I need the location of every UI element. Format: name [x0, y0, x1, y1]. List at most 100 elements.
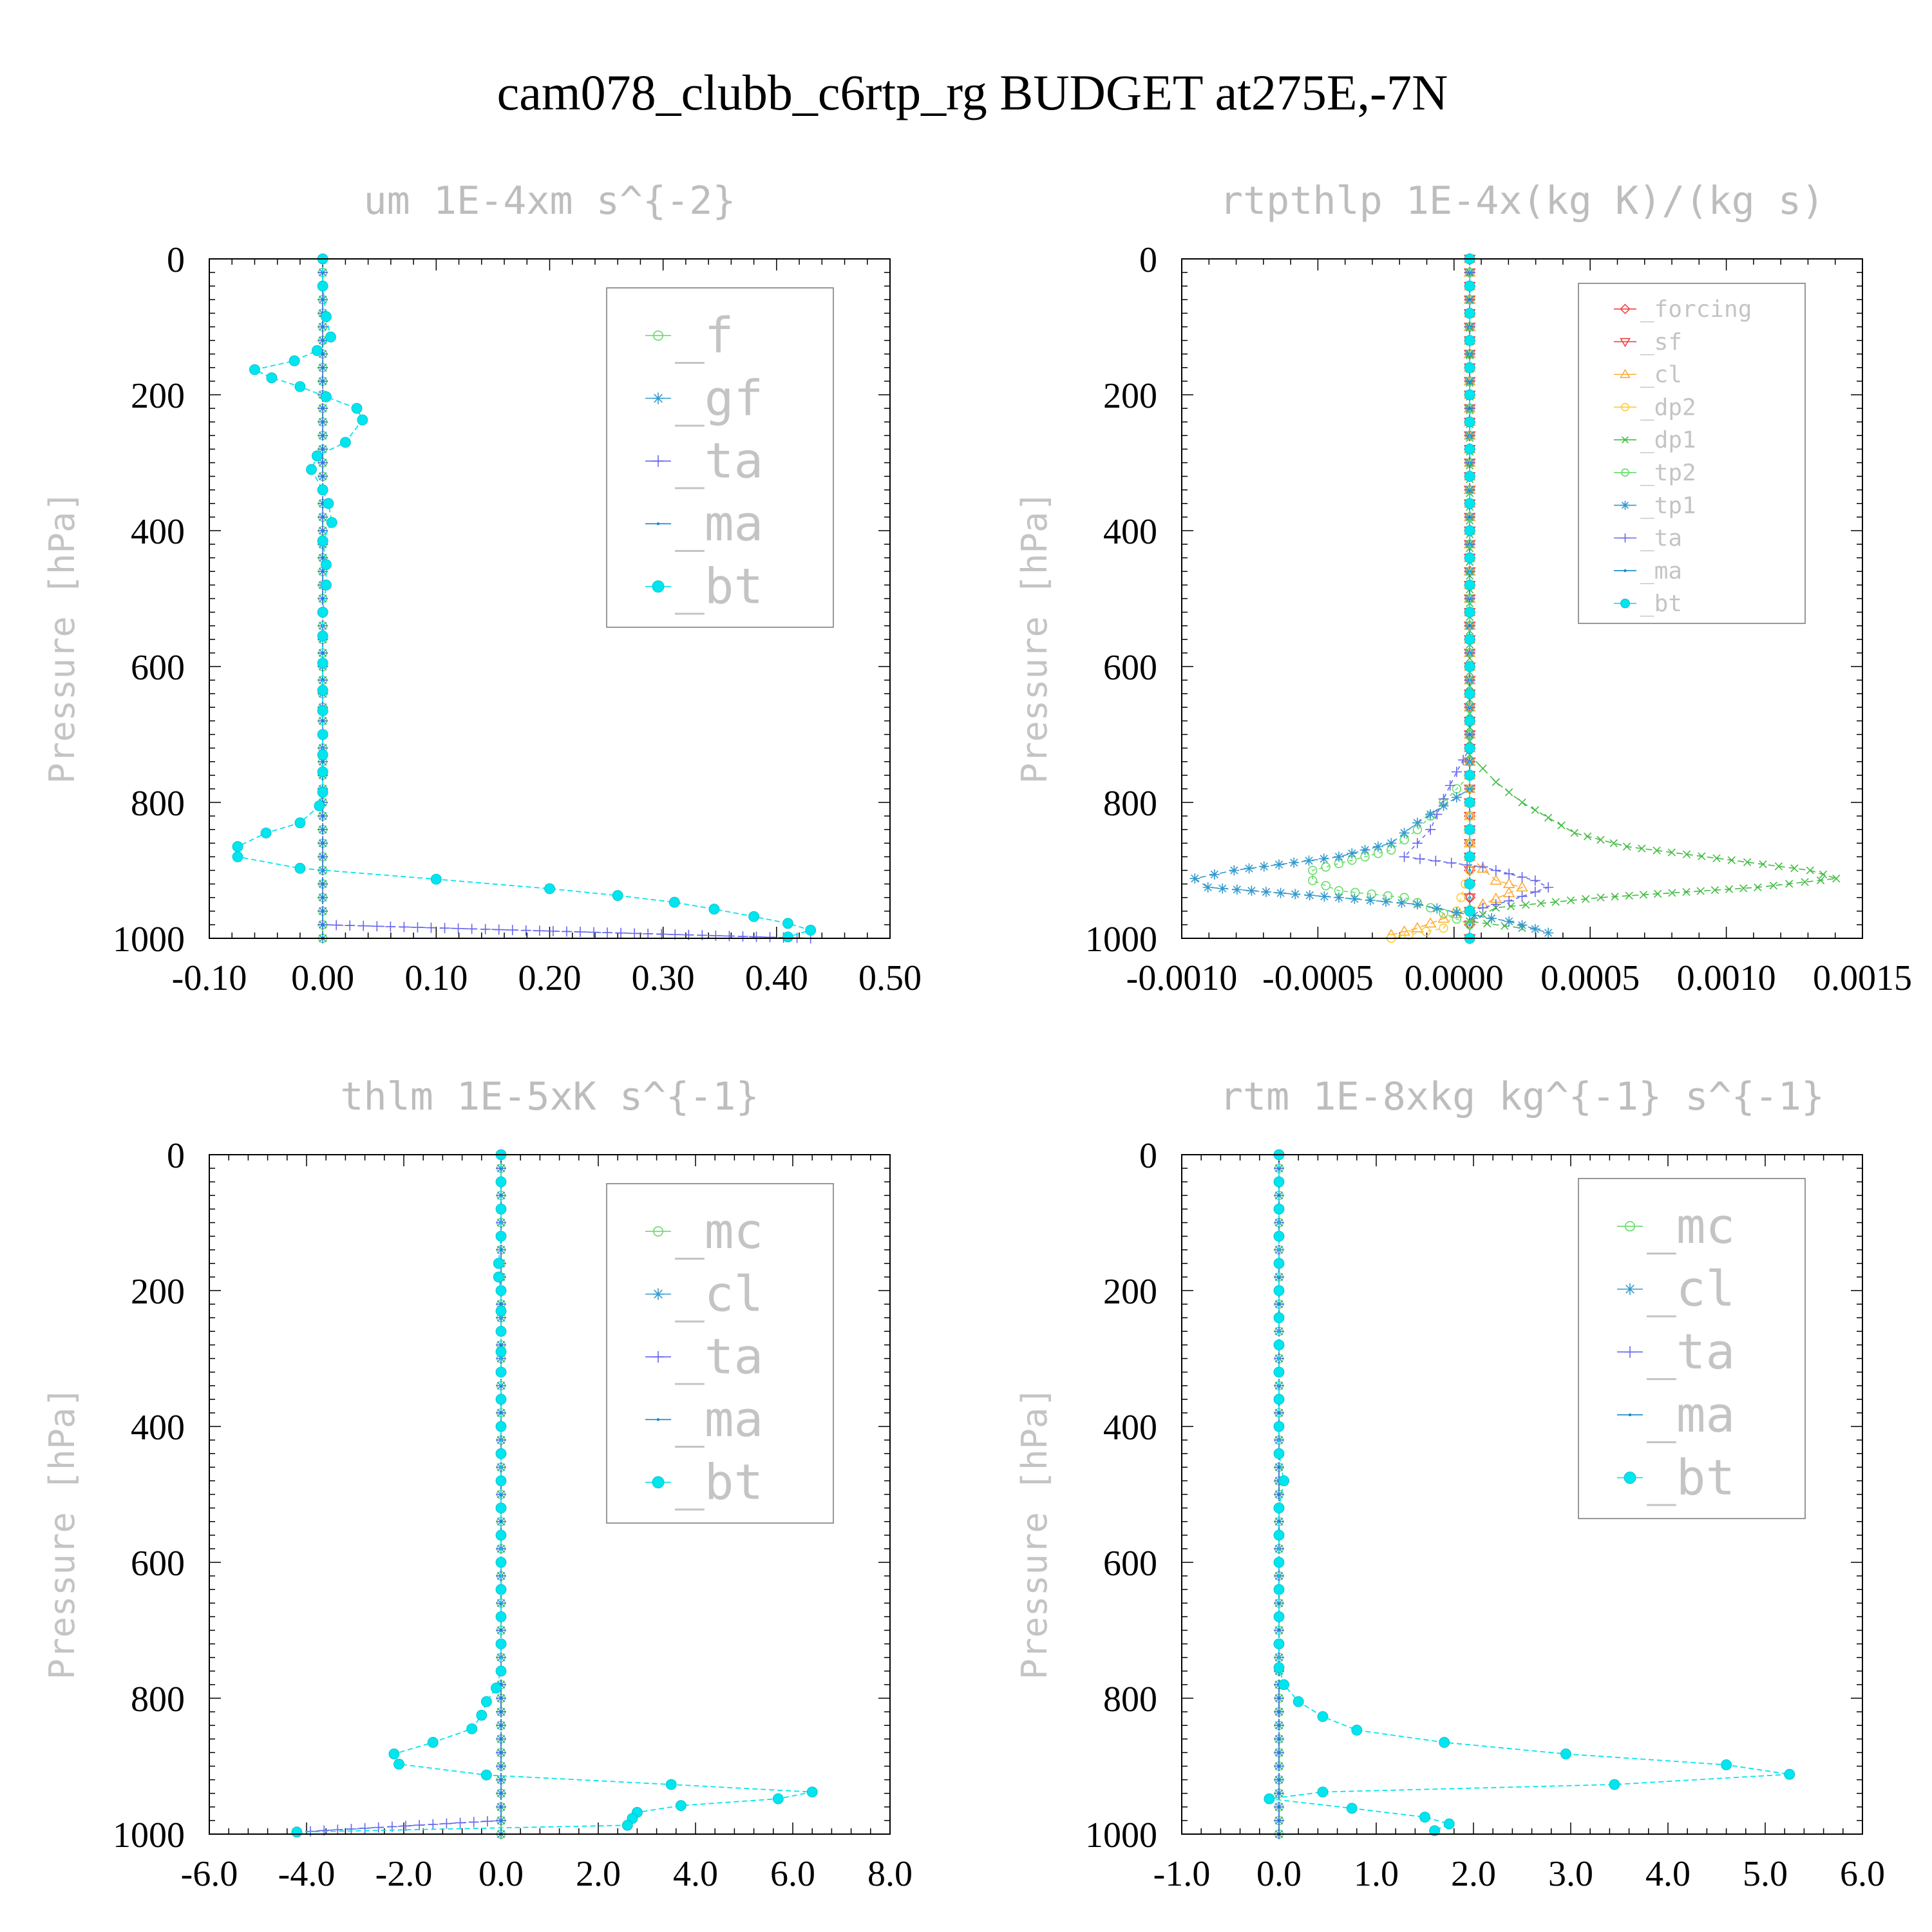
data-point	[393, 1758, 404, 1770]
legend-label: _ma	[675, 495, 763, 552]
y-tick-label: 600	[1103, 648, 1157, 688]
y-tick-label: 800	[1103, 784, 1157, 824]
data-point	[317, 280, 328, 292]
data-point	[332, 1824, 343, 1835]
data-point	[1439, 923, 1448, 933]
data-point	[499, 1384, 503, 1387]
data-point	[1544, 813, 1553, 822]
data-point	[1246, 886, 1257, 896]
data-point	[534, 925, 545, 936]
data-point	[1277, 1751, 1281, 1754]
data-point	[1432, 809, 1443, 820]
y-tick-label: 200	[131, 376, 185, 416]
data-point	[561, 926, 572, 937]
legend-label: _sf	[1640, 329, 1682, 355]
data-point	[1277, 1466, 1281, 1469]
data-point	[321, 461, 325, 464]
legend: _mc_cl _ta_ma _bt	[606, 1183, 834, 1524]
data-point	[1530, 886, 1540, 897]
data-point	[1506, 902, 1515, 911]
data-point	[321, 909, 325, 913]
data-point	[1653, 846, 1661, 855]
data-point	[495, 1448, 507, 1459]
legend-label: _tp1	[1640, 493, 1696, 519]
data-point	[1611, 893, 1619, 901]
data-point	[1412, 817, 1423, 828]
data-point	[1517, 872, 1528, 883]
data-point	[1273, 1448, 1285, 1459]
data-point	[359, 1823, 370, 1833]
legend-marker	[652, 580, 665, 593]
data-point	[1277, 1602, 1281, 1605]
y-tick-label: 800	[1103, 1680, 1157, 1719]
data-point	[1682, 850, 1691, 858]
data-point	[1277, 1696, 1281, 1700]
data-point	[1430, 855, 1441, 866]
x-tick-label: 0.10	[404, 958, 468, 998]
data-point	[326, 516, 337, 528]
data-point	[401, 1821, 412, 1832]
data-point	[1359, 844, 1370, 855]
y-tick-label: 200	[1103, 1272, 1157, 1312]
legend-marker	[652, 1350, 664, 1363]
data-point	[1231, 884, 1242, 895]
data-point	[317, 607, 328, 618]
data-point	[1273, 1285, 1285, 1296]
legend-label: _dp2	[1640, 394, 1696, 421]
data-point	[317, 658, 328, 669]
data-point	[499, 1696, 503, 1700]
data-point	[1464, 661, 1475, 672]
data-point	[495, 1394, 507, 1405]
x-tick-label: 0.20	[518, 958, 582, 998]
data-point	[1264, 1793, 1275, 1804]
x-tick-label: -1.0	[1153, 1854, 1211, 1894]
data-point	[439, 923, 450, 934]
legend-item: _ta	[645, 432, 763, 489]
data-point	[499, 1751, 503, 1754]
panel-title: um 1E-4xm s^{-2}	[364, 178, 736, 223]
legend-marker	[1620, 337, 1631, 348]
data-point	[764, 932, 775, 943]
data-point	[499, 1343, 503, 1347]
data-point	[1451, 792, 1462, 803]
data-point	[1229, 865, 1240, 876]
data-point	[427, 1737, 439, 1748]
data-point	[1277, 1792, 1281, 1795]
data-point	[321, 529, 325, 533]
data-point	[1468, 406, 1472, 410]
data-point	[643, 928, 654, 939]
data-point	[495, 1305, 507, 1317]
legend-box	[1578, 283, 1806, 624]
data-point	[321, 556, 325, 560]
data-point	[321, 814, 325, 818]
data-point	[294, 817, 306, 829]
data-point	[317, 685, 328, 696]
data-point	[321, 882, 325, 886]
data-point	[1277, 1629, 1281, 1632]
data-point	[1464, 444, 1475, 455]
legend-item: _forcing	[1614, 296, 1752, 323]
data-point	[1801, 878, 1809, 886]
data-point	[482, 1816, 493, 1827]
legend-label: _ta	[675, 1328, 763, 1385]
data-point	[1414, 853, 1425, 864]
data-point	[1273, 1258, 1285, 1269]
series-line	[1193, 259, 1549, 934]
data-point	[1522, 900, 1530, 909]
chart-panel-2: rtpthlp 1E-4x(kg K)/(kg s) Pressure [hPa]…	[1014, 178, 1912, 998]
data-point	[1209, 869, 1220, 880]
series-bt	[291, 1149, 818, 1838]
data-point	[499, 1792, 503, 1795]
data-point	[1483, 919, 1492, 928]
data-point	[1425, 809, 1436, 820]
x-tick-label: 0.0	[478, 1854, 524, 1894]
data-point	[1273, 1662, 1285, 1673]
legend-label: _mc	[675, 1202, 763, 1260]
data-point	[493, 1271, 504, 1283]
data-point	[1502, 887, 1515, 898]
data-point	[1543, 927, 1554, 938]
data-point	[1477, 862, 1489, 873]
data-point	[1486, 913, 1497, 924]
data-point	[321, 760, 325, 763]
legend-marker	[1620, 303, 1631, 314]
